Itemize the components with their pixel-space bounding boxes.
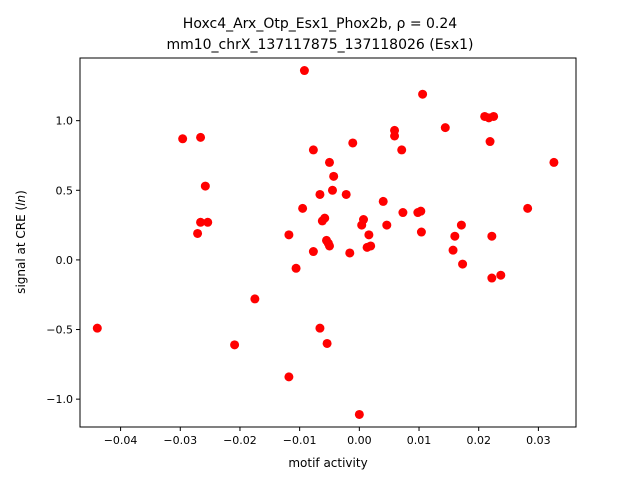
data-point — [203, 217, 213, 227]
y-axis-ticks: −1.0 −0.5 0.0 0.5 1.0 — [46, 115, 80, 406]
plot-area-frame — [79, 57, 577, 428]
x-tick-label: 0.01 — [407, 434, 432, 447]
data-point — [354, 409, 364, 419]
data-point — [440, 123, 450, 133]
data-point — [196, 132, 206, 142]
data-point — [416, 227, 426, 237]
y-axis-label: signal at CRE (ln) — [14, 190, 28, 294]
data-point — [308, 145, 318, 155]
data-point — [487, 273, 497, 283]
data-point — [366, 241, 376, 251]
data-point — [196, 217, 206, 227]
data-point — [315, 323, 325, 333]
y-tick-label: 1.0 — [56, 115, 74, 128]
data-point — [418, 89, 428, 99]
data-point — [178, 134, 188, 144]
data-point — [230, 340, 240, 350]
data-point — [390, 131, 400, 141]
data-points — [92, 66, 559, 419]
data-point — [327, 185, 337, 195]
x-axis-label: motif activity — [288, 456, 367, 470]
data-point — [397, 145, 407, 155]
x-tick-label: −0.01 — [283, 434, 317, 447]
x-tick-label: −0.02 — [223, 434, 257, 447]
data-point — [448, 245, 458, 255]
data-point — [549, 157, 559, 167]
data-point — [359, 215, 369, 225]
data-point — [398, 208, 408, 218]
y-tick-label: 0.0 — [56, 254, 74, 267]
data-point — [378, 196, 388, 206]
data-point — [324, 157, 334, 167]
data-point — [345, 248, 355, 258]
data-point — [496, 270, 506, 280]
x-tick-label: 0.02 — [466, 434, 491, 447]
chart-title-line2: mm10_chrX_137117875_137118026 (Esx1) — [166, 37, 473, 53]
data-point — [200, 181, 210, 191]
data-point — [299, 66, 309, 76]
data-point — [458, 259, 468, 269]
data-point — [382, 220, 392, 230]
data-point — [298, 203, 308, 213]
x-axis-ticks: −0.04 −0.03 −0.02 −0.01 0.00 0.01 0.02 0.03 — [104, 427, 551, 447]
data-point — [523, 203, 533, 213]
data-point — [284, 230, 294, 240]
data-point — [489, 111, 499, 121]
data-point — [322, 338, 332, 348]
data-point — [485, 137, 495, 147]
data-point — [348, 138, 358, 148]
data-point — [92, 323, 102, 333]
y-tick-label: −1.0 — [46, 393, 73, 406]
data-point — [416, 206, 426, 216]
data-point — [487, 231, 497, 241]
data-point — [291, 263, 301, 273]
y-tick-label: 0.5 — [56, 184, 74, 197]
data-point — [284, 372, 294, 382]
x-tick-label: −0.04 — [104, 434, 138, 447]
data-point — [323, 238, 333, 248]
y-tick-label: −0.5 — [46, 324, 73, 337]
x-tick-label: −0.03 — [163, 434, 197, 447]
data-point — [193, 228, 203, 238]
data-point — [308, 247, 318, 257]
data-point — [329, 171, 339, 181]
chart-title-line1: Hoxc4_Arx_Otp_Esx1_Phox2b, ρ = 0.24 — [183, 16, 457, 32]
data-point — [456, 220, 466, 230]
data-point — [450, 231, 460, 241]
data-point — [364, 230, 374, 240]
x-tick-label: 0.00 — [347, 434, 372, 447]
x-tick-label: 0.03 — [526, 434, 551, 447]
data-point — [250, 294, 260, 304]
data-point — [315, 189, 325, 199]
data-point — [341, 189, 351, 199]
data-point — [320, 213, 330, 223]
